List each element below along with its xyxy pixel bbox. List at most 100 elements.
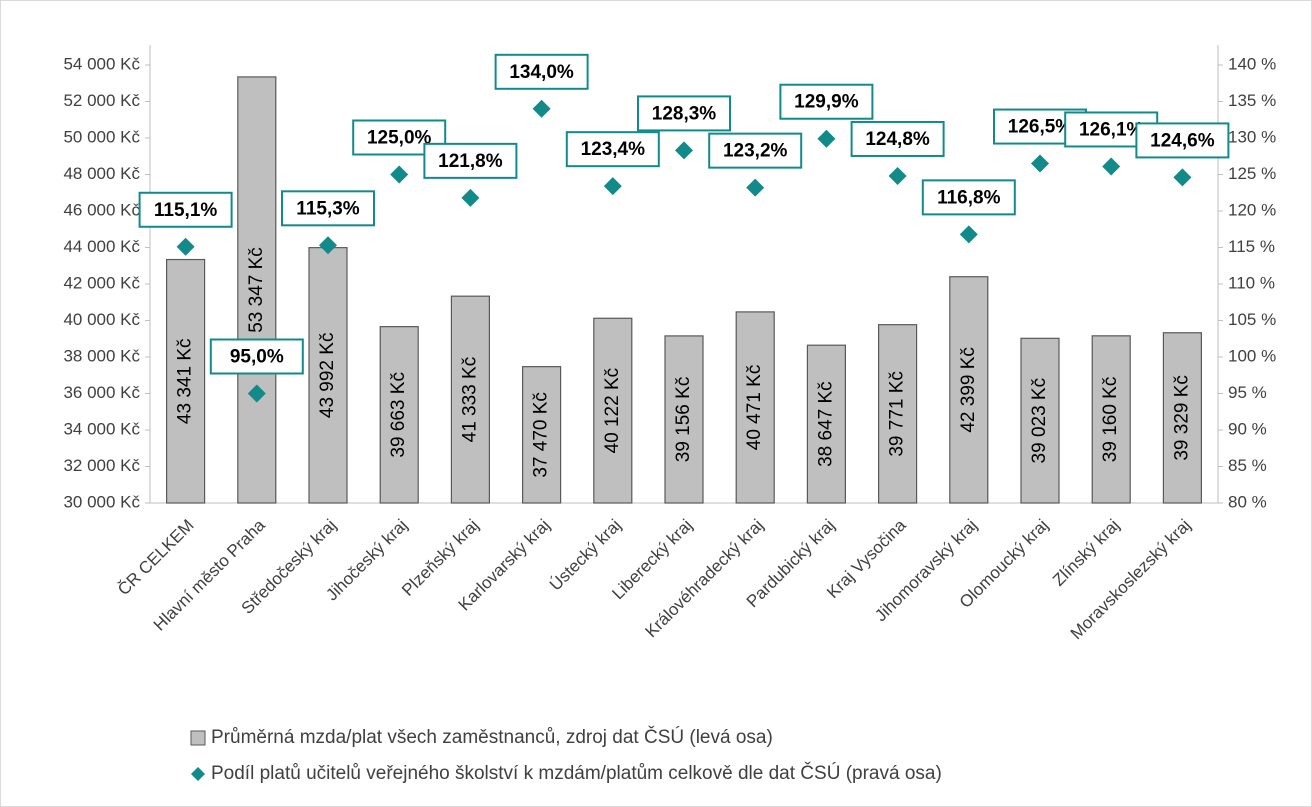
y2-tick-label: 115 % bbox=[1228, 237, 1275, 256]
y2-tick-label: 120 % bbox=[1228, 200, 1276, 219]
data-label-box bbox=[850, 120, 945, 157]
y-tick-label: 30 000 Kč bbox=[63, 492, 140, 511]
diamond-marker bbox=[746, 178, 765, 197]
bar bbox=[1091, 335, 1131, 504]
bar bbox=[1020, 337, 1060, 504]
y2-tick-label: 105 % bbox=[1228, 310, 1276, 329]
bar bbox=[450, 295, 490, 504]
data-label-box bbox=[779, 83, 874, 120]
diamond-marker bbox=[959, 225, 978, 244]
data-label-box bbox=[565, 131, 660, 168]
bar bbox=[735, 311, 775, 504]
bar-value-label: 39 023 Kč bbox=[1029, 378, 1050, 464]
data-label-text: 128,3% bbox=[652, 103, 717, 124]
diamond-marker bbox=[1031, 154, 1049, 173]
data-label: 134,0% bbox=[494, 53, 589, 90]
y2-tick-label: 90 % bbox=[1228, 419, 1267, 438]
y-tick-label: 36 000 Kč bbox=[63, 383, 140, 402]
bar-value-label: 37 470 Kč bbox=[531, 392, 552, 478]
bar bbox=[877, 324, 918, 504]
y-tick-label: 52 000 Kč bbox=[63, 91, 140, 110]
bar-value-label: 53 347 Kč bbox=[246, 247, 267, 333]
y-tick-label: 42 000 Kč bbox=[63, 273, 140, 292]
diamond-marker bbox=[675, 141, 693, 160]
bar-value-label: 42 399 Kč bbox=[958, 347, 979, 433]
bar bbox=[806, 344, 847, 504]
data-label-box bbox=[637, 95, 731, 132]
data-label-text: 129,9% bbox=[794, 92, 859, 113]
data-label: 115,3% bbox=[281, 190, 375, 227]
y2-tick-label: 85 % bbox=[1228, 456, 1267, 475]
y2-tick-label: 135 % bbox=[1228, 91, 1276, 110]
bar bbox=[664, 335, 704, 504]
data-label: 124,8% bbox=[850, 120, 945, 157]
bar bbox=[1162, 332, 1203, 504]
diamond-marker bbox=[319, 236, 337, 255]
data-label-box bbox=[1135, 122, 1230, 159]
data-label: 95,0% bbox=[209, 338, 304, 375]
bar bbox=[949, 276, 989, 504]
y2-tick-label: 100 % bbox=[1228, 346, 1276, 365]
diamond-marker bbox=[176, 237, 195, 256]
data-label-text: 115,1% bbox=[154, 200, 217, 221]
bar bbox=[166, 258, 206, 504]
bar bbox=[593, 317, 633, 504]
diamond-marker bbox=[603, 177, 622, 196]
data-label-text: 121,8% bbox=[438, 151, 503, 172]
bar bbox=[308, 247, 348, 504]
diamond-marker bbox=[390, 165, 409, 184]
data-label: 116,8% bbox=[921, 179, 1016, 216]
data-label-box bbox=[138, 191, 233, 228]
diamond-marker bbox=[1173, 168, 1192, 187]
y2-tick-label: 80 % bbox=[1228, 492, 1267, 511]
data-label-box bbox=[423, 142, 518, 179]
y2-tick-label: 125 % bbox=[1228, 164, 1276, 183]
bar-value-label: 39 663 Kč bbox=[388, 372, 409, 458]
data-label: 128,3% bbox=[637, 95, 731, 132]
diamond-marker bbox=[532, 99, 551, 118]
data-label: 123,4% bbox=[565, 131, 660, 168]
y-tick-label: 38 000 Kč bbox=[63, 346, 140, 365]
y-tick-label: 34 000 Kč bbox=[63, 419, 140, 438]
y-tick-label: 54 000 Kč bbox=[63, 54, 140, 73]
diamond-marker bbox=[817, 129, 836, 148]
data-label-text: 134,0% bbox=[509, 62, 574, 83]
y2-tick-label: 130 % bbox=[1228, 127, 1276, 146]
data-label-text: 126,5% bbox=[1008, 117, 1073, 138]
bar-value-label: 39 156 Kč bbox=[673, 377, 694, 463]
diamond-marker bbox=[247, 384, 266, 403]
legend-label: Podíl platů učitelů veřejného školství k… bbox=[211, 762, 942, 784]
y2-tick-label: 140 % bbox=[1228, 54, 1276, 73]
data-label-text: 124,6% bbox=[1150, 130, 1215, 151]
y-tick-label: 44 000 Kč bbox=[63, 237, 140, 256]
y2-tick-label: 110 % bbox=[1228, 273, 1275, 292]
data-label-box bbox=[209, 338, 304, 375]
bar bbox=[521, 366, 562, 504]
legend-swatch bbox=[190, 730, 206, 746]
bar-value-label: 39 329 Kč bbox=[1171, 375, 1192, 461]
legend-label: Průměrná mzda/plat všech zaměstnanců, zd… bbox=[211, 726, 773, 748]
data-label-text: 115,3% bbox=[296, 198, 359, 219]
diamond-marker bbox=[1102, 157, 1121, 176]
data-label-text: 95,0% bbox=[230, 347, 284, 368]
diamond-marker bbox=[461, 188, 480, 207]
bar-value-label: 41 333 Kč bbox=[459, 357, 480, 443]
bar bbox=[237, 76, 277, 504]
bar bbox=[379, 326, 419, 504]
data-label-text: 125,0% bbox=[367, 128, 432, 149]
y-tick-label: 50 000 Kč bbox=[63, 127, 140, 146]
data-label: 129,9% bbox=[779, 83, 874, 120]
bar-value-label: 39 771 Kč bbox=[887, 371, 908, 457]
y-tick-label: 46 000 Kč bbox=[63, 200, 140, 219]
data-label-box bbox=[281, 190, 375, 227]
data-label: 124,6% bbox=[1135, 122, 1230, 159]
bar-value-label: 38 647 Kč bbox=[815, 381, 836, 467]
data-label-box bbox=[921, 179, 1016, 216]
bar-value-label: 43 992 Kč bbox=[317, 333, 338, 419]
data-label-text: 123,2% bbox=[723, 141, 788, 162]
data-label-text: 126,1% bbox=[1079, 119, 1144, 140]
data-label: 115,1% bbox=[138, 191, 233, 228]
bar-value-label: 40 471 Kč bbox=[744, 365, 765, 451]
data-label-box bbox=[708, 132, 803, 169]
